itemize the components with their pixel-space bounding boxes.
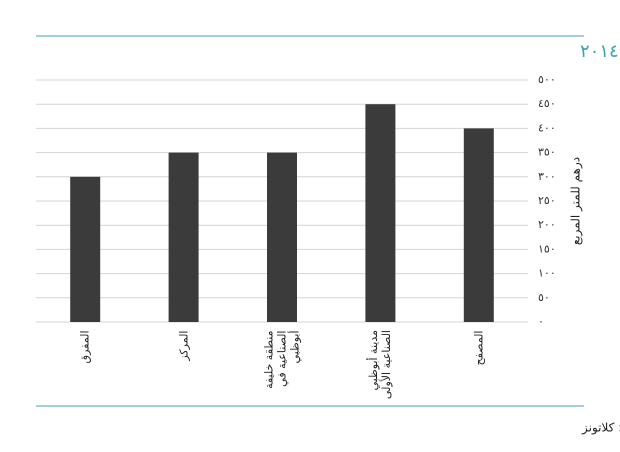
y-tick-label: ٠ bbox=[538, 315, 544, 328]
y-tick-label: ١٠٠ bbox=[538, 267, 556, 280]
chart-title: الإيجارات الصناعية خلال الربع الثالث لعا… bbox=[580, 41, 620, 62]
y-tick-label: ١٥٠ bbox=[538, 242, 556, 255]
x-tick-label: منطقة خليفة الصناعية في أبوظبي bbox=[262, 330, 302, 389]
y-tick-label: ٣٠٠ bbox=[538, 170, 556, 183]
bar bbox=[70, 176, 101, 322]
x-tick-label: مدينة أبوظبي الصناعية الأولى bbox=[367, 330, 394, 400]
bar bbox=[168, 152, 199, 322]
x-tick-label: المصفح bbox=[472, 330, 486, 365]
bar bbox=[267, 152, 297, 322]
y-tick-label: ٢٥٠ bbox=[538, 194, 556, 207]
bar bbox=[463, 128, 494, 322]
y-tick-label: ٣٥٠ bbox=[538, 146, 556, 159]
y-axis-label: درهم للمتر المربع bbox=[569, 157, 584, 245]
y-tick-label: ٥٠ bbox=[538, 291, 550, 304]
x-tick-label: المفرق bbox=[78, 330, 92, 363]
x-tick-label: المركز bbox=[177, 330, 191, 361]
y-tick-label: ٤٥٠ bbox=[538, 97, 556, 110]
bar bbox=[365, 104, 396, 322]
y-tick-label: ٤٠٠ bbox=[538, 121, 556, 134]
y-tick-label: ٥٠٠ bbox=[538, 73, 556, 86]
source: المصدر: كلاتونز bbox=[581, 421, 620, 436]
y-tick-label: ٢٠٠ bbox=[538, 218, 556, 231]
